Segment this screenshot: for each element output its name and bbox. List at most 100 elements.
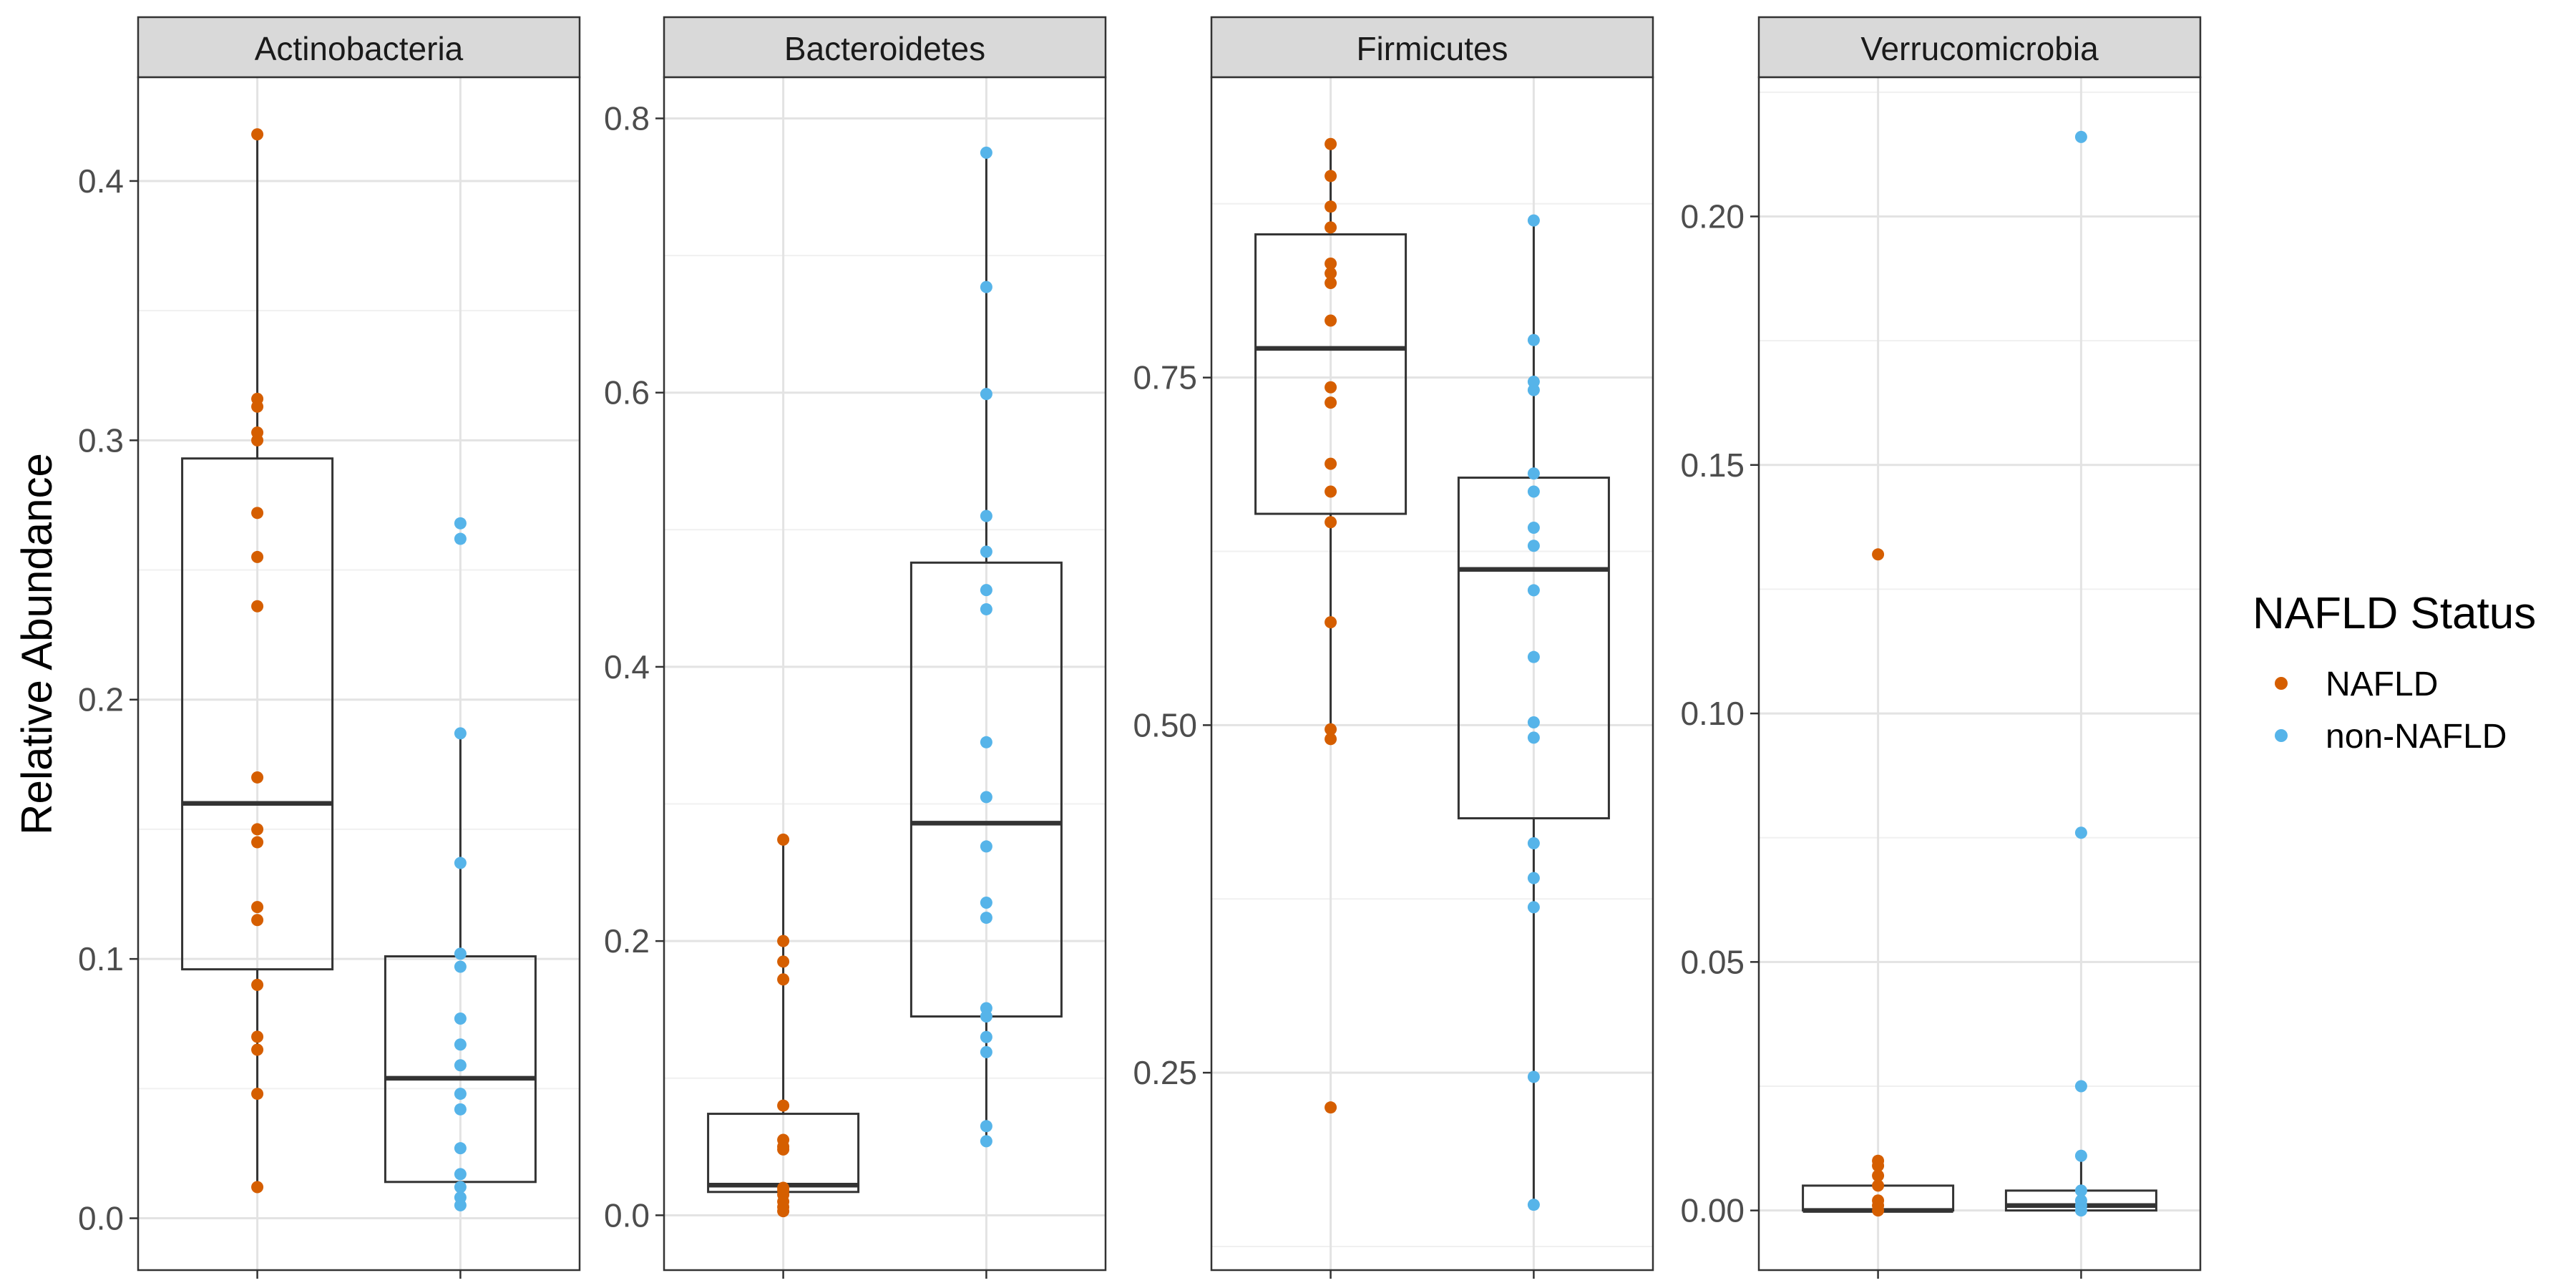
point-bacteroidetes-non-nafld [980,896,992,909]
point-verrucomicrobia-nafld [1872,548,1885,561]
point-verrucomicrobia-non-nafld [2074,130,2087,143]
facet-actinobacteria: Actinobacteria 0.0 0.1 0.2 0.3 0.4 [78,16,581,1279]
facet-firmicutes: Firmicutes 0.25 0.50 0.75 [1133,16,1654,1279]
point-actinobacteria-non-nafld [454,857,467,869]
legend-key-nafld [2275,677,2288,690]
y-tick-label: 0.50 [1133,706,1197,743]
point-firmicutes-non-nafld [1527,375,1540,388]
panel-background-actinobacteria [138,77,580,1270]
point-verrucomicrobia-non-nafld [2074,826,2087,839]
point-firmicutes-nafld [1324,723,1337,736]
y-tick-label: 0.75 [1133,359,1197,396]
point-bacteroidetes-non-nafld [980,1045,992,1058]
point-actinobacteria-nafld [251,400,264,413]
point-firmicutes-non-nafld [1527,384,1540,396]
point-firmicutes-nafld [1324,200,1337,213]
facet-label-actinobacteria: Actinobacteria [255,30,464,67]
point-firmicutes-non-nafld [1527,872,1540,884]
point-actinobacteria-nafld [251,771,264,784]
point-bacteroidetes-non-nafld [980,912,992,924]
point-actinobacteria-non-nafld [454,1199,467,1211]
panel-border-firmicutes [1210,76,1654,1272]
point-actinobacteria-nafld [251,600,264,613]
point-verrucomicrobia-nafld [1872,1169,1885,1182]
point-firmicutes-nafld [1324,485,1337,498]
point-firmicutes-non-nafld [1527,731,1540,744]
point-actinobacteria-nafld [251,1088,264,1101]
point-firmicutes-non-nafld [1527,214,1540,227]
point-bacteroidetes-non-nafld [980,1120,992,1133]
y-tick-label: 0.25 [1133,1054,1197,1091]
point-actinobacteria-non-nafld [454,517,467,530]
point-bacteroidetes-nafld [777,833,790,846]
point-actinobacteria-non-nafld [454,1059,467,1072]
point-firmicutes-nafld [1324,457,1337,470]
panel-border-verrucomicrobia [1757,76,2202,1272]
point-bacteroidetes-nafld [777,1143,790,1156]
point-bacteroidetes-nafld [777,973,790,986]
point-verrucomicrobia-nafld [1872,1204,1885,1217]
point-bacteroidetes-non-nafld [980,388,992,401]
point-firmicutes-non-nafld [1527,485,1540,498]
legend-key-non-nafld [2275,729,2288,742]
point-verrucomicrobia-nafld [1872,1179,1885,1192]
point-firmicutes-nafld [1324,267,1337,280]
point-bacteroidetes-non-nafld [980,1135,992,1148]
point-firmicutes-nafld [1324,257,1337,270]
point-verrucomicrobia-non-nafld [2074,1204,2087,1217]
point-actinobacteria-non-nafld [454,1168,467,1181]
y-axis-title: Relative Abundance [13,453,61,835]
point-firmicutes-non-nafld [1527,1070,1540,1083]
panel-border-bacteroidetes [663,76,1107,1272]
legend-label-non-nafld: non-NAFLD [2326,718,2507,756]
y-tick-label: 0.15 [1680,447,1745,484]
y-tick-label: 0.20 [1680,197,1745,235]
panel-border-actinobacteria [137,76,581,1272]
point-actinobacteria-nafld [251,1181,264,1194]
point-actinobacteria-non-nafld [454,727,467,740]
point-firmicutes-non-nafld [1527,650,1540,663]
y-tick-label: 0.10 [1680,695,1745,732]
point-actinobacteria-non-nafld [454,1142,467,1155]
y-tick-label: 0.3 [78,421,124,459]
point-bacteroidetes-non-nafld [980,146,992,159]
point-firmicutes-nafld [1324,381,1337,394]
point-bacteroidetes-non-nafld [980,1010,992,1023]
point-firmicutes-nafld [1324,616,1337,629]
point-verrucomicrobia-non-nafld [2074,1149,2087,1162]
y-tick-label: 0.8 [604,99,650,137]
point-verrucomicrobia-non-nafld [2074,1184,2087,1197]
point-bacteroidetes-nafld [777,935,790,947]
point-bacteroidetes-non-nafld [980,280,992,293]
point-firmicutes-non-nafld [1527,521,1540,534]
facet-bacteroidetes: Bacteroidetes 0.0 0.2 0.4 0.6 0.8 [604,16,1107,1279]
point-bacteroidetes-non-nafld [980,545,992,558]
point-bacteroidetes-non-nafld [980,736,992,748]
facet-strip-bacteroidetes [663,16,1107,79]
point-firmicutes-non-nafld [1527,467,1540,480]
point-bacteroidetes-nafld [777,955,790,968]
point-actinobacteria-nafld [251,836,264,849]
point-bacteroidetes-nafld [777,1099,790,1112]
point-actinobacteria-non-nafld [454,532,467,545]
point-bacteroidetes-non-nafld [980,584,992,597]
point-firmicutes-non-nafld [1527,901,1540,914]
point-actinobacteria-non-nafld [454,1088,467,1101]
y-tick-label: 0.2 [604,922,650,960]
point-bacteroidetes-non-nafld [980,791,992,804]
point-firmicutes-non-nafld [1527,540,1540,552]
point-firmicutes-non-nafld [1527,584,1540,597]
point-actinobacteria-nafld [251,550,264,563]
legend-title: NAFLD Status [2253,589,2536,638]
point-bacteroidetes-non-nafld [980,1030,992,1043]
point-actinobacteria-nafld [251,1043,264,1056]
point-firmicutes-nafld [1324,137,1337,150]
point-firmicutes-nafld [1324,516,1337,529]
point-actinobacteria-non-nafld [454,1103,467,1116]
point-actinobacteria-nafld [251,507,264,519]
point-firmicutes-non-nafld [1527,333,1540,346]
y-tick-label: 0.4 [78,162,124,200]
y-tick-label: 0.05 [1680,943,1745,980]
point-actinobacteria-nafld [251,1030,264,1043]
